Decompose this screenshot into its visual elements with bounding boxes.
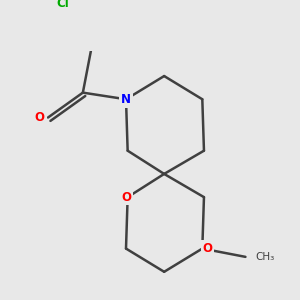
Text: Cl: Cl xyxy=(57,0,69,10)
Text: O: O xyxy=(35,111,45,124)
Text: O: O xyxy=(121,190,131,204)
Text: N: N xyxy=(121,93,131,106)
Text: CH₃: CH₃ xyxy=(255,252,274,262)
Text: O: O xyxy=(202,242,212,255)
